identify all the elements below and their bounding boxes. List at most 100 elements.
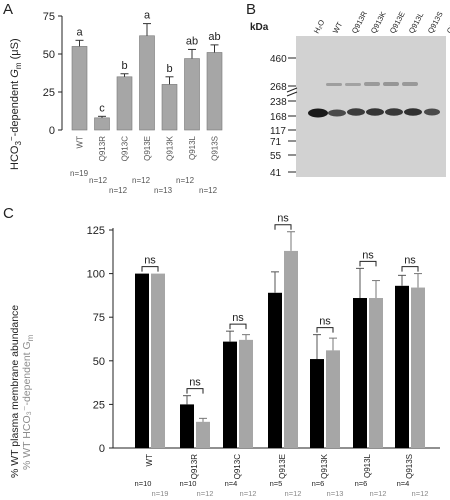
blot-lane-label: WT	[331, 20, 345, 35]
panel-b-kda-label: kDa	[250, 22, 269, 33]
panel-c-n-grey: n=12	[412, 489, 429, 498]
blot-lane-label: Q913R	[350, 9, 369, 35]
panel-c-bar-grey	[369, 298, 383, 448]
blot-lane-label: Q913L	[407, 11, 426, 35]
panel-c-ylabel-grey: % WT HCO₃⁻-dependent Gm	[21, 334, 35, 470]
panel-a-ytick-label: 0	[49, 125, 55, 137]
blot-marker-label: 117	[270, 126, 286, 137]
blot-marker-label: 168	[270, 112, 287, 123]
panel-a-n-label: n=12	[89, 176, 108, 185]
panel-c-ns-bracket	[229, 323, 247, 330]
western-blot-membrane	[296, 36, 446, 177]
panel-c-category-label: Q913E	[278, 454, 287, 479]
panel-c-bar-black	[268, 292, 282, 448]
panel-c-ns-label: ns	[362, 249, 374, 261]
panel-c-bar-black	[353, 298, 367, 448]
panel-c-ytick-label: 25	[93, 399, 105, 411]
panel-c-bar-grey	[284, 250, 298, 448]
panel-b-letter: B	[246, 1, 256, 18]
panel-a-significance-letter: b	[121, 60, 127, 72]
panel-a-ylabel: HCO3−-dependent Gm (μS)	[7, 38, 23, 170]
panel-c-category-label: Q913S	[405, 454, 414, 479]
panel-a-category-label: WT	[76, 136, 85, 149]
panel-a-n-label: n=12	[199, 186, 218, 195]
panel-a-n-label: n=12	[109, 186, 128, 195]
panel-c-ns-bracket	[274, 224, 292, 230]
panel-c-ns-label: ns	[144, 255, 156, 267]
panel-c-n-black: n=10	[180, 479, 197, 488]
blot-lane-label: H₂O	[312, 18, 327, 35]
panel-c-bar-grey	[239, 339, 253, 448]
panel-a-bar	[184, 58, 200, 131]
panel-a-category-label: Q913C	[121, 136, 130, 162]
blot-main-bands	[308, 108, 440, 118]
panel-a-letter: A	[3, 1, 13, 18]
panel-c-n-black: n=4	[225, 479, 238, 488]
panel-a-n-label: n=19	[70, 169, 89, 178]
blot-marker-label: 268	[270, 82, 287, 93]
panel-a-ytick-label: 75	[43, 11, 55, 23]
panel-c-axes: 0 25 50 75 100 125	[87, 225, 440, 455]
blot-lane-label: Q913C	[445, 9, 450, 35]
panel-c-ns-label: ns	[277, 213, 289, 225]
panel-a-bar	[206, 52, 223, 131]
blot-lane-label: Q913E	[388, 10, 407, 35]
panel-c: C % WT plasma membrane abundance % WT HC…	[3, 205, 440, 498]
blot-marker-label: 55	[270, 151, 282, 162]
blot-lane-label: Q913S	[426, 10, 445, 35]
panel-c-ylabel-black: % WT plasma membrane abundance	[9, 305, 21, 478]
panel-c-n-labels: WTn=10n=19Q913Rn=10n=12Q913Cn=4n=12Q913E…	[135, 453, 429, 498]
panel-c-n-black: n=10	[135, 479, 152, 488]
panel-a-category-label: Q913E	[143, 136, 152, 161]
panel-a-category-label: Q913L	[188, 135, 197, 160]
panel-a-axes: 0 25 50 75	[43, 11, 63, 137]
panel-a-significance-letter: a	[76, 26, 83, 38]
panel-c-ns-bracket	[186, 388, 204, 394]
panel-c-category-label: Q913R	[190, 454, 199, 480]
panel-c-ns-label: ns	[319, 316, 331, 328]
blot-marker-label: 460	[270, 54, 287, 65]
panel-a-n-labels: WT Q913R Q913C Q913E Q913K Q913L Q913Sn=19n=12…	[70, 135, 220, 195]
panel-c-bar-black	[180, 404, 194, 448]
panel-a-ytick-label: 25	[43, 87, 55, 99]
panel-c-category-label: Q913L	[363, 453, 372, 478]
panel-c-bars: ns ns ns ns ns ns ns	[135, 213, 425, 448]
panel-c-bar-black	[135, 273, 149, 448]
panel-c-n-grey: n=12	[285, 489, 302, 498]
panel-c-ns-bracket	[316, 327, 334, 333]
blot-upper-bands	[326, 82, 418, 86]
panel-a-category-label: Q913S	[211, 136, 220, 161]
blot-marker-label: 238	[270, 97, 287, 108]
panel-a-n-label: n=12	[132, 176, 151, 185]
panel-a-bar	[139, 35, 155, 131]
panel-c-ytick-label: 75	[93, 312, 105, 324]
panel-c-category-label: Q913K	[320, 453, 329, 479]
panel-a-significance-letter: b	[166, 63, 172, 75]
panel-c-ns-bracket	[401, 266, 419, 272]
panel-c-ytick-label: 50	[93, 356, 105, 368]
panel-a-significance-letter: ab	[186, 35, 198, 47]
panel-c-ytick-label: 0	[99, 443, 105, 455]
panel-a-significance-letter: c	[99, 102, 105, 114]
panel-a-bar	[71, 46, 88, 131]
panel-c-n-black: n=5	[270, 479, 283, 488]
panel-a-ytick-label: 50	[43, 49, 55, 61]
panel-c-bar-black	[310, 359, 324, 448]
panel-c-bar-black	[395, 285, 409, 448]
panel-c-ns-label: ns	[404, 255, 416, 267]
panel-b-lane-labels: H₂O WT Q913R Q913K Q913E Q913L Q913S Q913C	[312, 9, 450, 35]
blot-marker-label: 41	[270, 168, 282, 179]
panel-c-n-black: n=6	[312, 479, 325, 488]
panel-c-n-grey: n=12	[370, 489, 387, 498]
panel-c-ns-bracket	[141, 266, 159, 272]
panel-c-bar-grey	[411, 287, 425, 448]
panel-a-significance-letter: a	[144, 10, 151, 22]
panel-c-letter: C	[3, 205, 14, 222]
panel-c-category-label: Q913C	[233, 454, 242, 480]
panel-a-n-label: n=13	[154, 186, 173, 195]
panel-a-bar	[94, 117, 110, 131]
